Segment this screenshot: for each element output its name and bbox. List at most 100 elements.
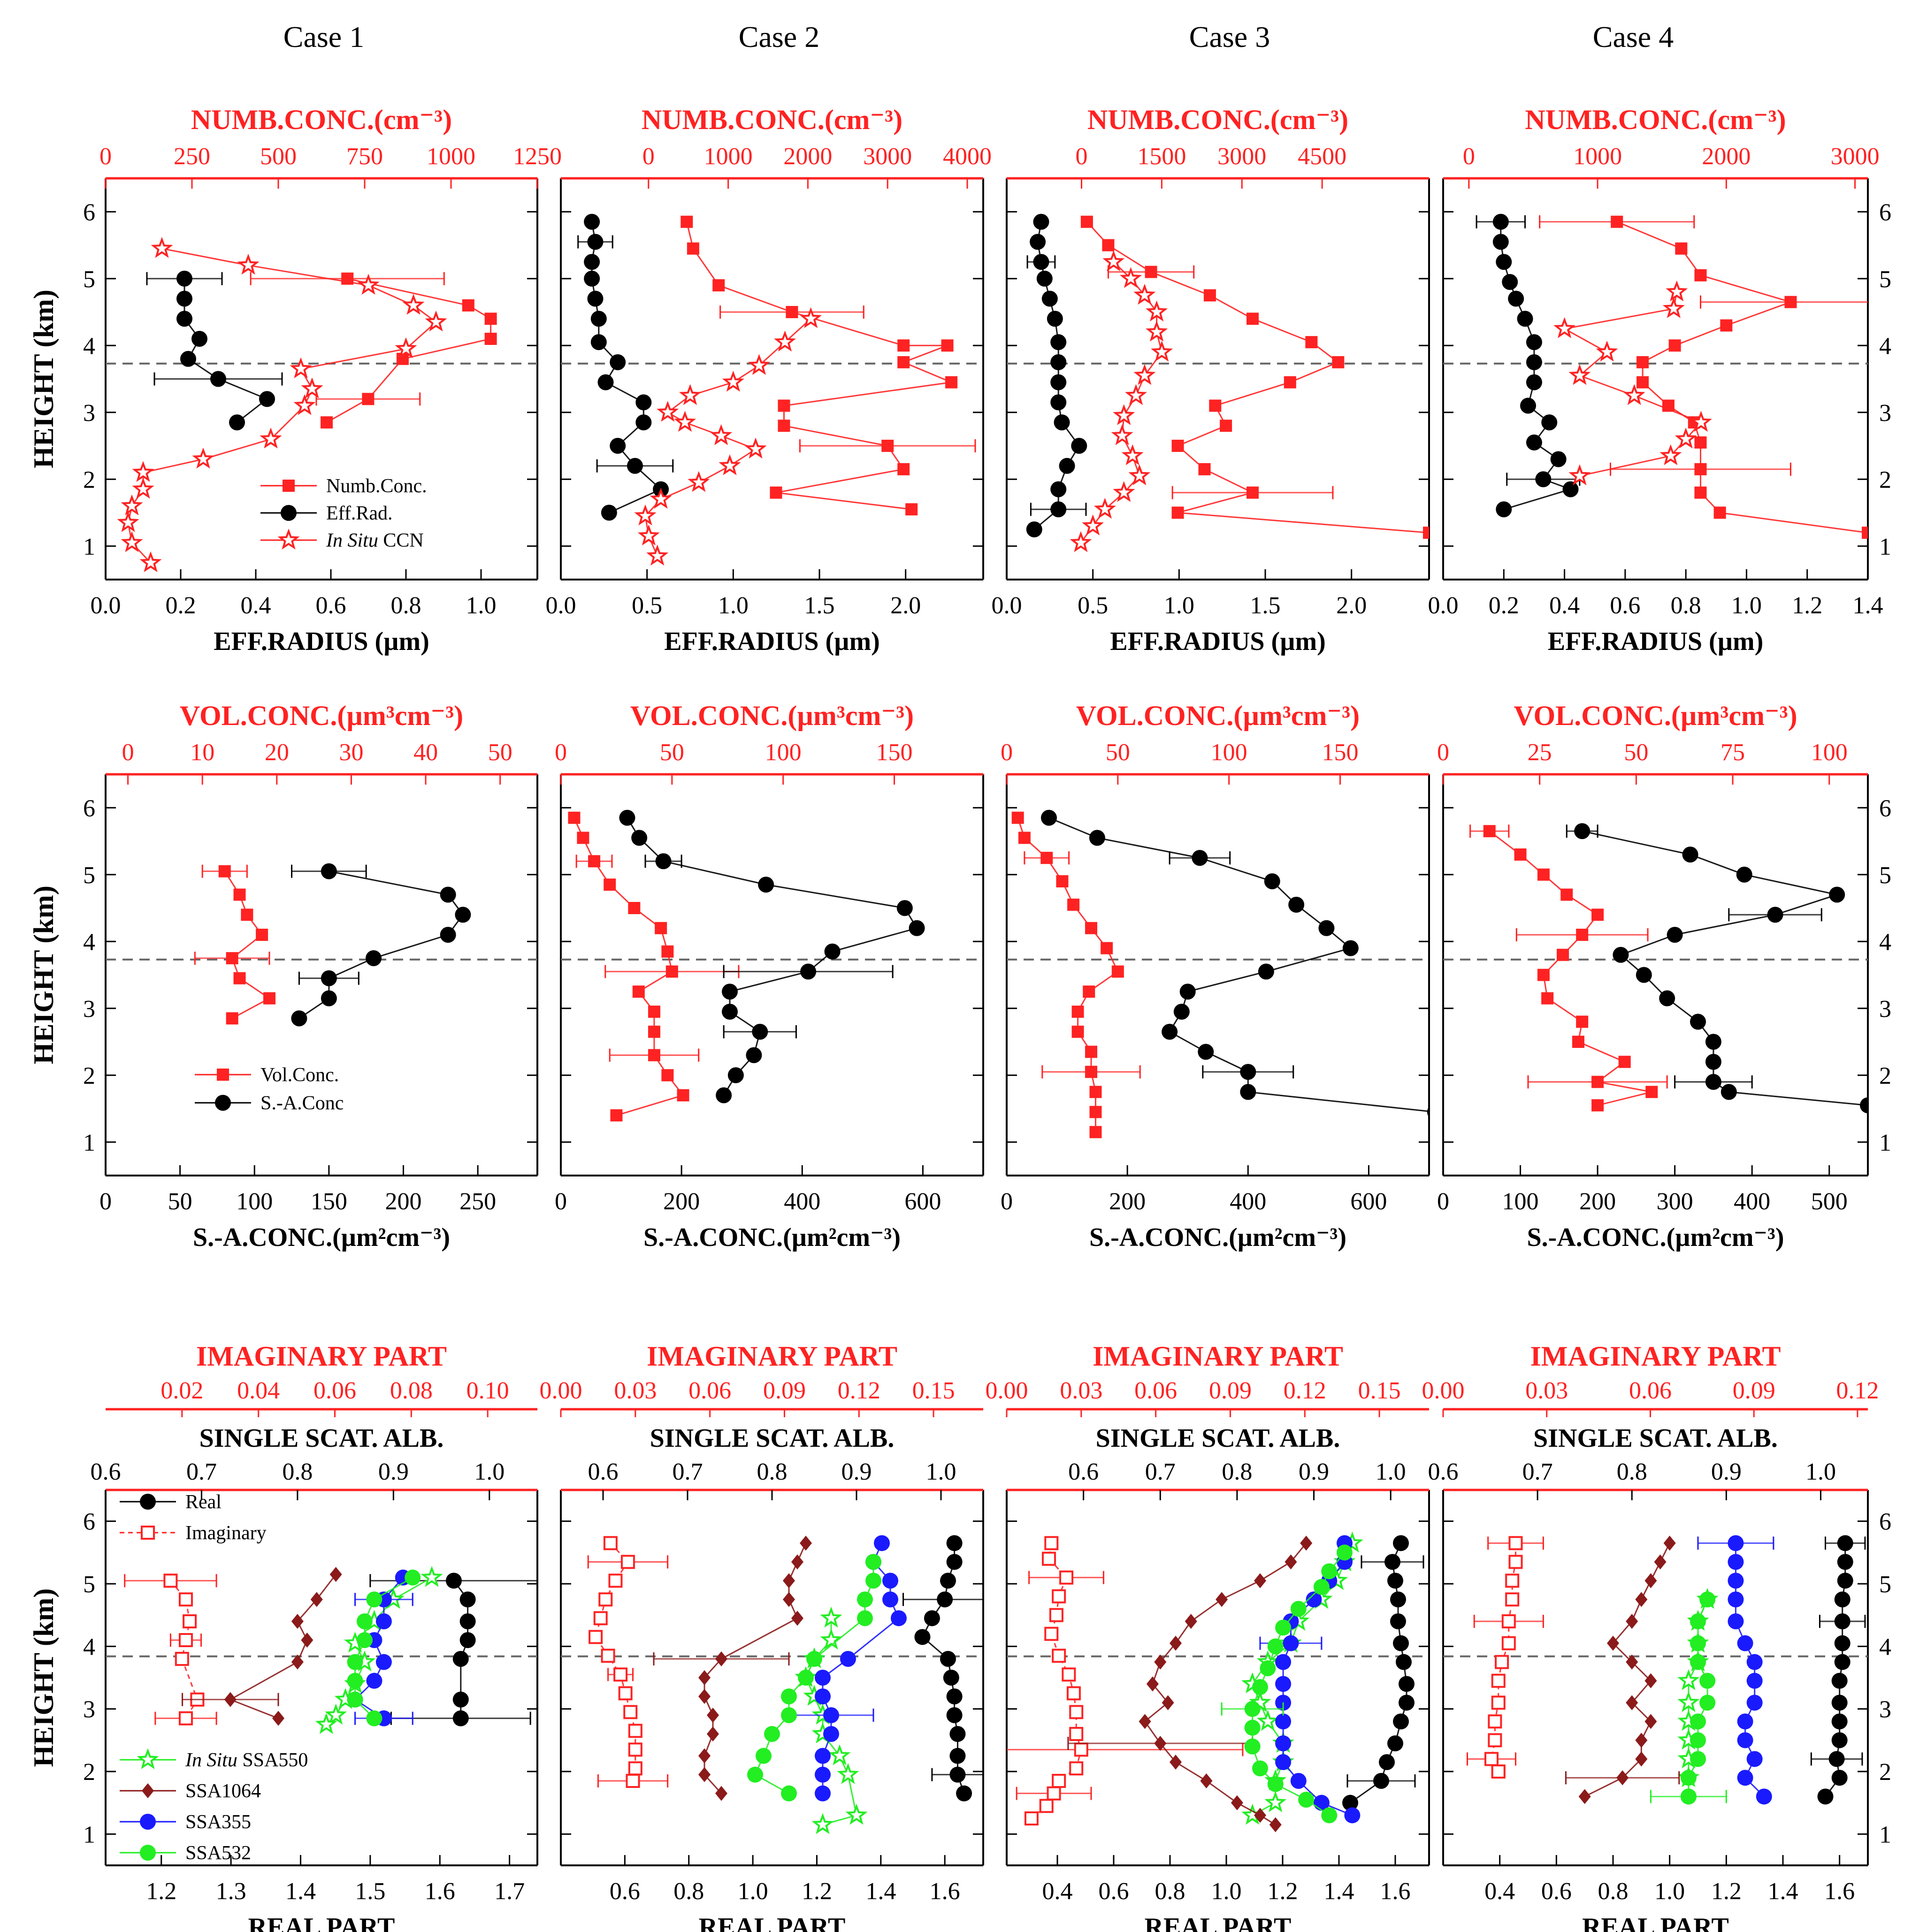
series-in-situ-ccn	[634, 307, 822, 566]
data-point	[1537, 868, 1550, 881]
data-point	[1520, 397, 1536, 414]
data-point	[1267, 1776, 1284, 1792]
data-point	[1668, 339, 1681, 352]
data-point	[1690, 411, 1712, 432]
data-point	[1133, 283, 1156, 305]
data-point	[707, 1726, 719, 1741]
data-point	[945, 376, 958, 389]
data-point	[623, 1705, 638, 1719]
x-tick-label: 1.4	[865, 1878, 896, 1905]
data-point	[1568, 364, 1591, 385]
data-point	[597, 374, 614, 390]
y-axis-label: HEIGHT (km)	[28, 290, 59, 468]
data-point	[1313, 1579, 1330, 1595]
data-point	[648, 1025, 660, 1038]
data-point	[1284, 376, 1296, 389]
data-point	[774, 330, 796, 352]
data-point	[1737, 1713, 1753, 1730]
mid-tick-label: 0.9	[378, 1459, 409, 1485]
data-point	[715, 1651, 727, 1666]
data-point	[791, 1554, 803, 1570]
data-point	[459, 1632, 476, 1648]
data-point	[655, 922, 667, 934]
data-point	[1050, 394, 1067, 411]
y-tick-label: 4	[1879, 333, 1891, 359]
legend-marker	[215, 1095, 231, 1111]
data-point	[1526, 374, 1542, 390]
x-tick-label: 2.0	[890, 592, 921, 619]
data-point	[272, 1711, 284, 1726]
data-point	[1491, 1695, 1506, 1710]
series-numb-conc-	[1080, 215, 1429, 539]
data-point	[1089, 1126, 1102, 1138]
data-point	[648, 1005, 660, 1018]
data-point	[347, 1691, 363, 1708]
x-tick-label: 0.8	[391, 592, 421, 619]
data-point	[783, 1573, 795, 1588]
data-point	[748, 354, 770, 375]
data-point	[1488, 1733, 1502, 1748]
series-real	[902, 1535, 983, 1802]
data-point	[820, 1628, 842, 1650]
data-point	[1260, 1660, 1276, 1676]
data-point	[1831, 1732, 1848, 1749]
data-point	[1591, 909, 1604, 921]
data-point	[362, 393, 375, 405]
x-tick-label: 1.0	[738, 1878, 768, 1905]
data-point	[635, 414, 652, 431]
data-point	[191, 331, 207, 347]
top-tick-label: 100	[765, 739, 802, 766]
data-point	[781, 1688, 797, 1704]
data-point	[1145, 266, 1157, 278]
data-point	[1491, 1673, 1506, 1688]
data-point	[1071, 438, 1087, 454]
data-point	[1666, 280, 1688, 302]
data-point	[1041, 290, 1058, 307]
data-point	[1491, 1764, 1506, 1779]
x-tick-label: 1.0	[1164, 592, 1194, 619]
series-ssa355	[788, 1535, 907, 1802]
data-point	[823, 1726, 839, 1742]
y-tick-label: 1	[1879, 1821, 1891, 1848]
data-point	[1244, 1719, 1261, 1736]
data-point	[1508, 1536, 1523, 1550]
data-point	[1240, 1084, 1256, 1100]
top-tick-label: 3000	[863, 143, 912, 170]
data-point	[229, 414, 245, 431]
x-tick-label: 500	[1811, 1188, 1848, 1215]
data-point	[1209, 399, 1222, 412]
legend-marker	[283, 480, 295, 492]
data-point	[1185, 1614, 1197, 1629]
series-vol-conc-	[568, 811, 740, 1122]
x-tick-label: 1.0	[466, 592, 497, 619]
data-point	[1047, 311, 1063, 327]
series-numb-conc-	[1539, 215, 1868, 539]
top-tick-label: 0.15	[912, 1377, 955, 1404]
data-point	[1050, 354, 1067, 370]
data-point	[949, 1748, 966, 1764]
top-axis-label: VOL.CONC.(µm³cm⁻³)	[1076, 700, 1360, 731]
data-point	[1154, 1654, 1167, 1670]
data-point	[1139, 1714, 1151, 1729]
plot-area	[106, 1566, 537, 1734]
top-tick-label: 100	[1211, 739, 1247, 766]
y-tick-label: 3	[83, 996, 95, 1023]
data-point	[1694, 486, 1707, 499]
data-point	[587, 290, 604, 307]
data-point	[1690, 1014, 1706, 1030]
data-point	[425, 310, 447, 332]
data-point	[1393, 1635, 1409, 1651]
x-tick-label: 1.2	[146, 1878, 176, 1905]
data-point	[1613, 947, 1629, 963]
top-tick-label: 0	[99, 143, 112, 170]
ssa-axis-label: SINGLE SCAT. ALB.	[199, 1424, 444, 1453]
data-point	[1050, 501, 1067, 518]
data-point	[811, 1813, 834, 1834]
mid-tick-label: 0.8	[282, 1459, 313, 1485]
x-tick-label: 0.6	[1541, 1878, 1572, 1905]
x-tick-label: 1.4	[1853, 592, 1883, 619]
data-point	[1089, 830, 1105, 846]
data-point	[1682, 847, 1698, 863]
data-point	[1102, 250, 1125, 272]
